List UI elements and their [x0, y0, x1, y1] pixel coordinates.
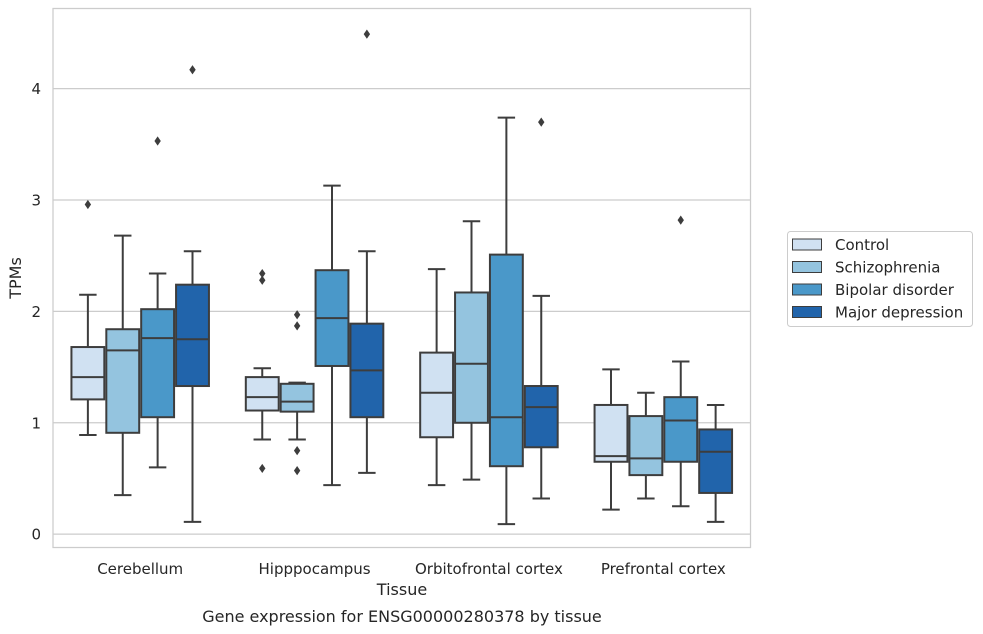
box-group — [349, 29, 385, 474]
outlier-point — [259, 463, 266, 474]
box-group — [663, 215, 699, 508]
box-group — [140, 136, 176, 469]
legend-frame — [787, 231, 973, 327]
box-group — [175, 65, 210, 523]
legend-label: Major depression — [835, 304, 963, 322]
box — [663, 396, 699, 463]
legend-label: Bipolar disorder — [835, 281, 955, 299]
box-group — [454, 220, 489, 481]
outlier-point — [293, 321, 301, 331]
box — [454, 291, 489, 424]
chart-caption: Gene expression for ENSG00000280378 by t… — [202, 607, 602, 626]
outlier-point — [677, 215, 684, 225]
legend-swatch — [792, 238, 822, 251]
y-tick-label: 1 — [31, 414, 41, 432]
x-tick-label: Hipppocampus — [259, 560, 371, 578]
outlier-point — [293, 466, 301, 476]
box-group — [523, 117, 559, 500]
box — [523, 385, 559, 449]
box-group — [279, 310, 315, 476]
outlier-point — [259, 268, 266, 279]
x-tick-label: Cerebellum — [97, 560, 183, 578]
box — [244, 376, 280, 412]
box-plots — [70, 29, 734, 526]
legend-swatch — [792, 283, 822, 296]
box-group — [314, 184, 350, 487]
y-tick-label: 2 — [31, 303, 41, 321]
box-group — [593, 368, 629, 511]
x-tick-labels: Cerebellum Hipppocampus Orbitofrontal cort… — [97, 560, 726, 578]
box — [488, 253, 524, 468]
y-tick-labels: 0 1 2 3 4 — [31, 80, 41, 543]
box — [70, 346, 106, 401]
y-tick-label: 4 — [31, 80, 41, 98]
legend-swatch — [792, 306, 822, 318]
box-group — [70, 199, 106, 437]
x-tick-label: Orbitofrontal cortex — [415, 560, 563, 578]
outlier-point — [293, 446, 301, 456]
outlier-point — [538, 117, 545, 127]
outlier-point — [189, 65, 196, 75]
box — [628, 415, 664, 477]
box — [105, 328, 141, 434]
box — [419, 351, 455, 439]
legend-swatch — [792, 261, 822, 273]
box-group — [698, 403, 734, 523]
box-group — [244, 268, 280, 474]
box — [140, 308, 176, 419]
box — [593, 403, 629, 463]
legend-label: Control — [835, 236, 889, 254]
outlier-point — [363, 29, 371, 39]
y-tick-label: 3 — [31, 192, 41, 210]
legend-label: Schizophrenia — [835, 259, 940, 277]
y-tick-label: 0 — [31, 526, 41, 544]
y-axis-label: TPMs — [6, 257, 25, 300]
outlier-point — [84, 199, 92, 210]
box — [175, 283, 210, 388]
box-group — [105, 234, 141, 497]
box — [698, 428, 734, 494]
outlier-point — [293, 310, 301, 320]
box-group — [628, 391, 664, 500]
box-group — [488, 116, 524, 526]
legend: Control Schizophrenia Bipolar disorder Majo… — [787, 231, 973, 327]
outlier-point — [259, 275, 266, 285]
x-axis-label: Tissue — [376, 580, 427, 599]
outlier-point — [154, 136, 161, 146]
x-tick-label: Prefrontal cortex — [601, 560, 726, 578]
box — [279, 382, 315, 413]
box-group — [419, 268, 455, 487]
